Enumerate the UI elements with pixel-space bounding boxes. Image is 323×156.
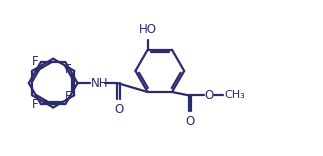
Text: O: O	[205, 89, 214, 102]
Text: O: O	[185, 115, 195, 128]
Text: F: F	[32, 98, 38, 111]
Text: F: F	[65, 90, 72, 103]
Text: NH: NH	[91, 77, 108, 90]
Text: CH₃: CH₃	[224, 90, 245, 100]
Text: F: F	[32, 56, 38, 68]
Text: O: O	[114, 103, 123, 116]
Text: HO: HO	[139, 23, 157, 36]
Text: F: F	[65, 63, 72, 76]
